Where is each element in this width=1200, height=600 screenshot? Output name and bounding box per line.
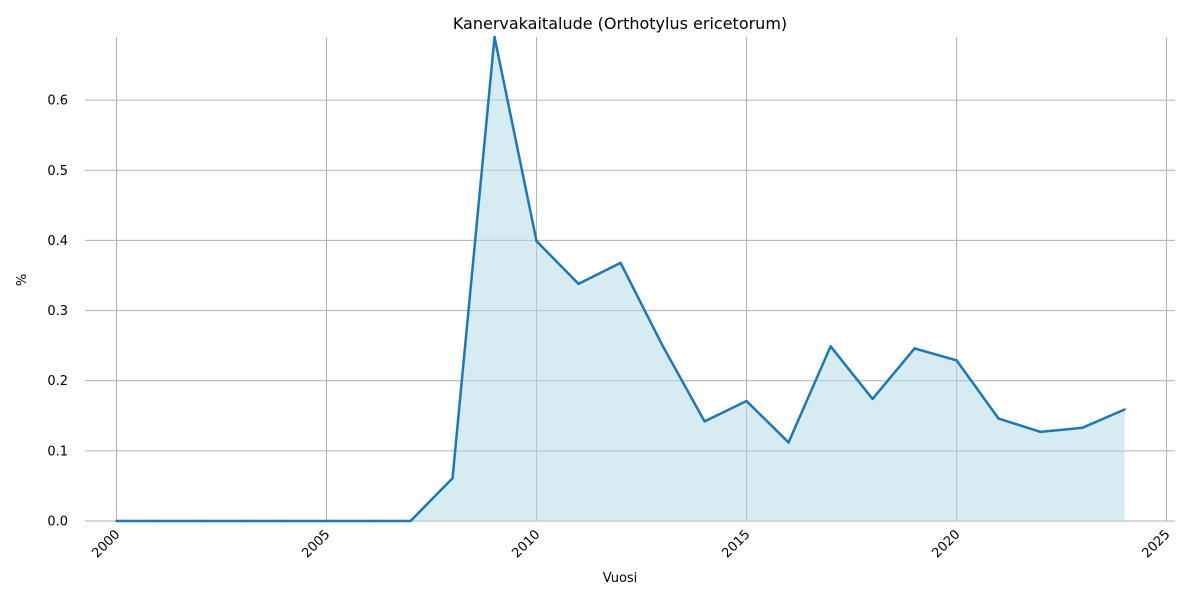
y-tick-label: 0.4 (47, 234, 68, 249)
area-fill-layer (116, 37, 1125, 521)
data-point (283, 519, 286, 523)
data-point (115, 519, 118, 523)
data-point (325, 519, 328, 523)
x-axis-ticks: 2000 2005 2010 2015 2020 2025 (89, 527, 1173, 561)
data-point (493, 35, 496, 39)
y-tick-label: 0.6 (47, 94, 68, 109)
x-tick-label: 2020 (929, 527, 963, 561)
data-point (577, 282, 580, 286)
area-fill (116, 37, 1125, 521)
data-point (787, 441, 790, 444)
data-point (829, 345, 832, 348)
data-point (703, 420, 706, 423)
data-point (241, 519, 244, 523)
series-line-layer (115, 35, 1126, 523)
data-point (199, 519, 202, 523)
data-point (955, 359, 958, 362)
y-tick-label: 0.1 (47, 444, 68, 459)
chart-title: Kanervakaitalude (Orthotylus ericetorum) (453, 14, 787, 33)
x-tick-label: 2010 (509, 527, 543, 561)
data-point (913, 347, 916, 350)
data-point (619, 261, 622, 265)
y-tick-label: 0.0 (47, 515, 68, 530)
y-tick-label: 0.3 (47, 304, 68, 319)
x-tick-label: 2005 (299, 527, 333, 561)
data-point (157, 519, 160, 523)
data-point (1081, 426, 1084, 429)
data-point (451, 477, 454, 480)
x-tick-label: 2025 (1139, 527, 1173, 561)
data-point (1039, 430, 1042, 434)
y-tick-label: 0.5 (47, 164, 68, 179)
x-axis-label: Vuosi (603, 571, 638, 586)
y-axis-label: % (15, 274, 30, 286)
data-point (871, 397, 874, 401)
data-point (1123, 408, 1126, 411)
y-axis-ticks: 0.0 0.1 0.2 0.3 0.4 0.5 0.6 (47, 94, 68, 530)
data-point (661, 344, 664, 347)
x-tick-label: 2015 (719, 527, 753, 561)
x-tick-label: 2000 (89, 527, 123, 561)
data-point (367, 519, 370, 523)
data-point (745, 399, 748, 403)
data-point (409, 519, 412, 523)
data-point (997, 417, 1000, 420)
y-tick-label: 0.2 (47, 374, 68, 389)
data-point (535, 239, 538, 243)
